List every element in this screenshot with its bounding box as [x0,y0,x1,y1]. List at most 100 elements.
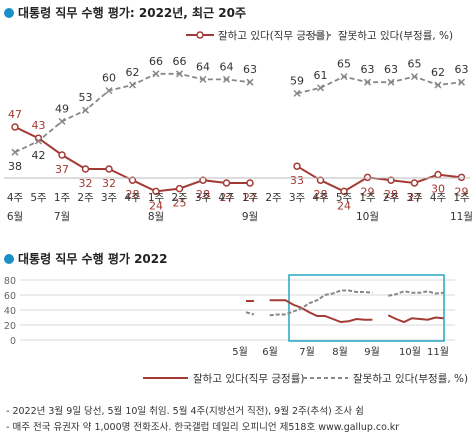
week-tick-label: 2주 [265,192,282,204]
month-tick-label: 9월 [242,211,258,223]
legend-marker [196,31,204,39]
x-tick-label: 7월 [299,346,315,358]
legend-label: 잘하고 있다(직무 긍정률) [193,372,304,385]
negative-point [58,117,66,125]
positive-line [269,299,373,324]
negative-value-label: 63 [361,63,375,76]
negative-line [296,75,462,95]
positive-point [293,162,301,170]
negative-point [105,87,113,95]
positive-point [175,184,184,193]
positive-point [199,176,207,184]
positive-value-label: 25 [173,197,187,210]
positive-value-label: 28 [196,188,210,201]
positive-value-label: 28 [314,188,328,201]
chart-title: 대통령 직무 수행 평가 2022 [4,250,167,267]
positive-value-label: 47 [8,108,22,121]
positive-point [410,179,419,187]
footnote: - 2022년 3월 9일 당선, 5월 10일 취임. 5월 4주(지방선거 … [6,406,364,417]
negative-point [363,78,372,86]
negative-value-label: 64 [220,60,234,73]
positive-value-label: 43 [32,119,46,132]
negative-value-label: 63 [384,63,398,76]
month-tick-label: 11월 [450,211,473,223]
negative-point [152,70,160,78]
week-tick-label: 1주 [242,192,259,204]
negative-value-label: 65 [408,58,422,71]
negative-point [410,73,419,81]
week-tick-label: 3주 [101,192,118,204]
positive-value-label: 24 [149,199,163,212]
negative-value-label: 42 [32,149,46,162]
negative-point [81,106,90,114]
negative-value-label: 60 [102,72,116,85]
x-tick-label: 5월 [232,346,248,358]
week-tick-label: 3주 [195,192,212,204]
negative-point [316,84,325,92]
negative-point [222,75,231,83]
legend-label: 잘못하고 있다(부정률, %) [353,372,468,385]
week-tick-label: 4주 [218,192,235,204]
recent-range-box [288,274,445,342]
y-tick-label: 0 [10,336,16,347]
week-tick-label: 3주 [406,192,423,204]
negative-point [434,81,442,89]
week-tick-label: 3주 [289,192,306,204]
week-tick-label: 4주 [430,192,447,204]
legend-marker [316,31,324,39]
negative-point [340,73,348,81]
negative-value-label: 64 [196,60,210,73]
y-tick-label: 40 [4,306,16,317]
negative-value-label: 62 [431,66,445,79]
negative-value-label: 61 [314,69,328,82]
positive-point [81,165,90,173]
month-tick-label: 6월 [7,211,23,223]
negative-line [269,289,373,317]
positive-value-label: 30 [431,183,445,196]
y-tick-label: 20 [4,321,16,332]
negative-point [175,70,184,78]
negative-point [246,78,254,86]
week-tick-label: 1주 [359,192,376,204]
positive-value-label: 32 [79,177,93,190]
x-tick-label: 10월 [399,346,421,358]
negative-point [387,78,395,86]
negative-value-label: 63 [455,63,469,76]
week-tick-label: 2주 [383,192,400,204]
positive-point [316,176,325,184]
positive-value-label: 28 [126,188,140,201]
x-tick-label: 8월 [332,346,348,358]
negative-value-label: 63 [243,63,257,76]
chart-title-text: 대통령 직무 수행 평가: 2022년, 최근 20주 [18,6,247,20]
week-tick-label: 5주 [30,192,47,204]
week-tick-label: 1주 [54,192,71,204]
negative-point [34,137,43,145]
x-tick-label: 6월 [262,346,278,358]
positive-point [222,179,231,187]
negative-value-label: 49 [55,102,69,115]
positive-point [152,187,160,196]
y-tick-label: 60 [4,291,16,302]
positive-line [387,314,444,324]
positive-value-label: 24 [337,199,351,212]
positive-value-label: 29 [361,185,375,198]
positive-point [246,179,254,187]
negative-value-label: 66 [173,55,187,68]
positive-point [340,187,348,196]
negative-point [199,75,207,83]
week-tick-label: 4주 [312,192,329,204]
positive-line [296,165,462,193]
negative-line [388,290,444,297]
x-tick-label: 11월 [427,346,449,358]
positive-value-label: 37 [55,163,69,176]
negative-value-label: 53 [79,91,93,104]
positive-value-label: 29 [455,185,469,198]
week-tick-label: 1주 [453,192,470,204]
positive-value-label: 27 [243,191,257,204]
legend-label: 잘못하고 있다(부정률, %) [338,29,453,42]
negative-value-label: 59 [290,74,304,87]
positive-point [128,176,137,184]
y-tick-label: 80 [4,276,16,287]
week-tick-label: 4주 [124,192,141,204]
negative-value-label: 65 [337,58,351,71]
